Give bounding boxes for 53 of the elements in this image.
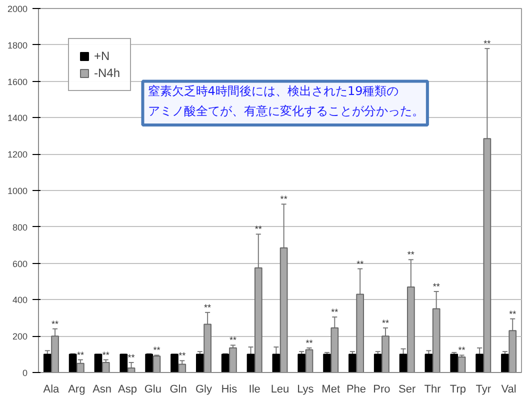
y-tick-label: 0 xyxy=(22,368,28,378)
x-tick-label: Thr xyxy=(424,384,442,396)
annotation: ** xyxy=(280,194,288,204)
legend-label: +N xyxy=(94,49,111,63)
y-tick-label: 1000 xyxy=(7,186,28,196)
x-tick-label: Lys xyxy=(297,384,314,396)
annotation: アミノ酸全てが、有意に変化することが分かった。 xyxy=(148,104,424,118)
x-tick-label: Tyr xyxy=(476,384,492,396)
annotation: ** xyxy=(52,318,60,329)
y-tick-label: 800 xyxy=(12,222,28,232)
annotation: ** xyxy=(458,345,466,356)
x-tick-label: Phe xyxy=(346,384,366,396)
x-tick-label: Ile xyxy=(248,384,260,396)
x-tick-label: His xyxy=(221,384,238,396)
x-tick-label: Trp xyxy=(450,384,466,396)
y-tick-label: 1800 xyxy=(7,40,28,50)
annotation: ** xyxy=(254,224,262,234)
x-tick-label: Gly xyxy=(195,384,212,396)
y-tick-label: 600 xyxy=(12,258,28,269)
annotation: ** xyxy=(382,318,390,328)
x-tick-label: Gln xyxy=(170,384,187,396)
y-tick-label: 1600 xyxy=(7,76,28,87)
annotation: ** xyxy=(153,345,161,356)
x-tick-label: Asn xyxy=(92,384,112,396)
annotation: ** xyxy=(204,302,212,312)
y-tick-label: 400 xyxy=(12,295,28,306)
x-tick-label: Met xyxy=(322,384,340,396)
annotation: ** xyxy=(509,308,517,319)
annotation: ** xyxy=(306,338,314,348)
annotation: 窒素欠乏時4時間後には、検出された19種類の xyxy=(148,84,399,98)
annotation: ** xyxy=(331,306,339,317)
x-tick-label: Ser xyxy=(398,384,416,396)
annotation: ** xyxy=(229,335,237,346)
x-tick-label: Ala xyxy=(43,384,60,396)
y-tick-label: 1400 xyxy=(7,113,28,124)
y-tick-label: 1200 xyxy=(7,150,28,160)
x-tick-label: Pro xyxy=(373,384,390,396)
annotation: ** xyxy=(484,38,492,49)
y-tick-label: 200 xyxy=(12,332,28,342)
x-tick-label: Leu xyxy=(270,384,290,396)
y-tick-label: 2000 xyxy=(7,4,28,14)
annotation: ** xyxy=(178,350,186,361)
annotation: ** xyxy=(102,350,110,360)
annotation: ** xyxy=(128,352,136,362)
annotation: ** xyxy=(76,350,84,360)
x-tick-label: Val xyxy=(501,384,516,396)
x-tick-label: Arg xyxy=(68,384,86,396)
legend-label: -N4h xyxy=(94,66,120,80)
x-tick-label: Asp xyxy=(118,384,137,396)
annotation: ** xyxy=(432,282,440,292)
annotation: ** xyxy=(356,258,364,269)
x-tick-label: Glu xyxy=(144,384,162,396)
annotation: ** xyxy=(407,250,415,260)
